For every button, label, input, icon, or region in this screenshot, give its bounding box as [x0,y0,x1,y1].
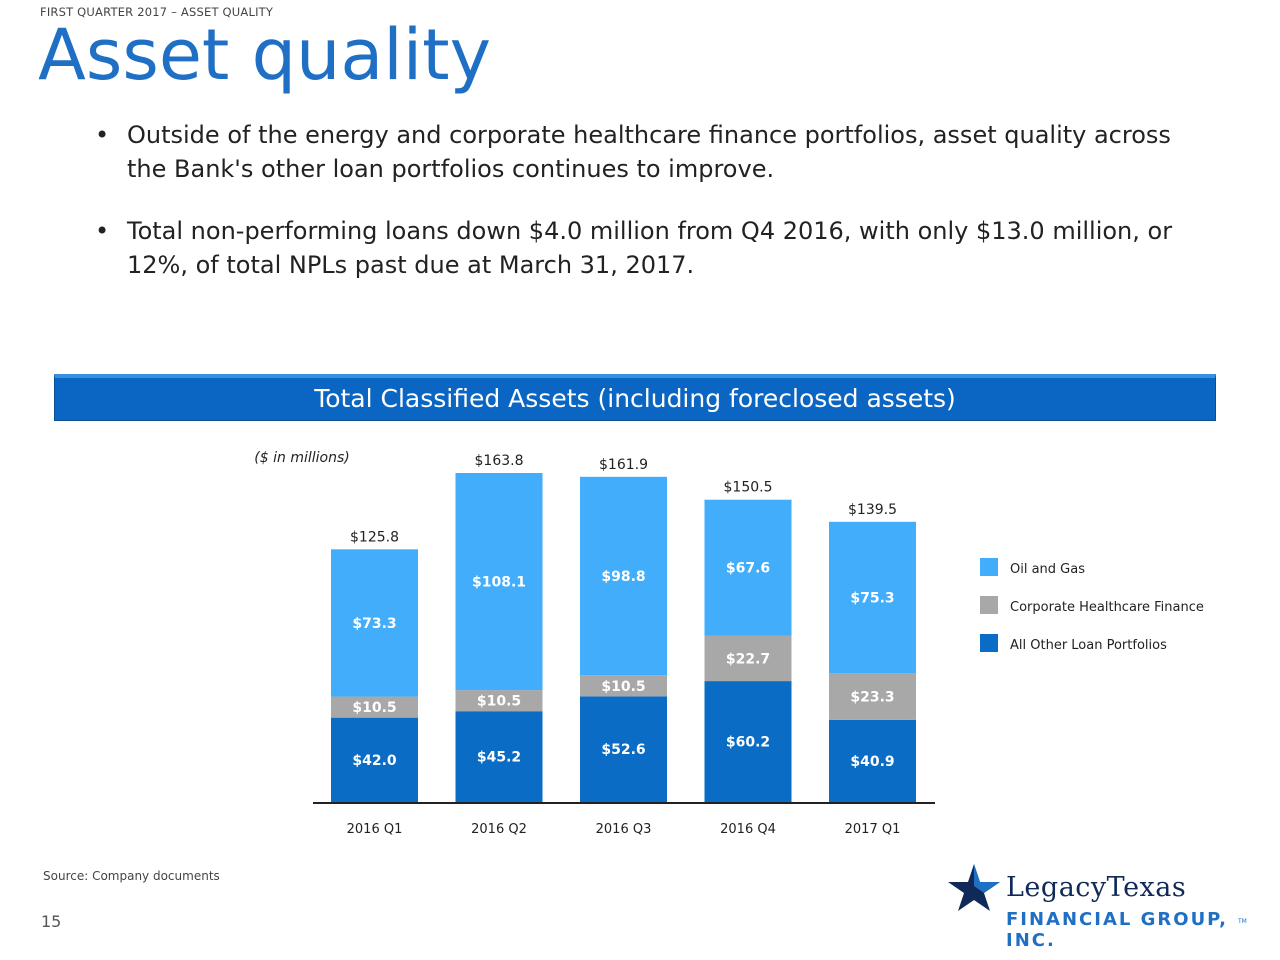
bar-segment [580,696,667,802]
logo-wordmark: LegacyTexas [1006,872,1187,903]
bar-segment-label: $67.6 [726,561,770,577]
bullet-text: Total non-performing loans down $4.0 mil… [127,217,1173,279]
x-tick-label: 2016 Q2 [471,822,527,837]
bar-segment [331,549,418,697]
legend-swatch [980,558,998,576]
chart-banner: Total Classified Assets (including forec… [54,374,1216,421]
star-icon [948,864,1000,911]
bullet-dot-icon: • [95,217,110,245]
legend-label: Oil and Gas [1010,562,1085,577]
bar-segment [704,499,792,636]
bar-segment-label: $108.1 [472,575,526,591]
bar-segment [580,675,667,697]
bar-segment-label: $73.3 [352,616,396,632]
logo-trademark: TM [1238,918,1247,925]
legend-label: All Other Loan Portfolios [1010,638,1167,653]
legend-swatch [980,634,998,652]
bar-segment-label: $10.5 [352,700,396,716]
company-logo: LegacyTexas FINANCIAL GROUP, INC. TM [946,862,1247,951]
bar-segment-label: $10.5 [601,679,645,695]
bar-segment-label: $10.5 [477,694,521,710]
bar-segment [704,681,792,802]
bar-segment [580,476,667,676]
stacked-bar-chart: ($ in millions) $42.0 $10.5 $73.3 $125.8 2016… [254,450,1204,837]
bar-total-label: $161.9 [599,457,648,473]
bar-segment [455,711,543,802]
bar-segment-label: $60.2 [726,735,770,751]
bar-segment-label: $98.8 [601,569,645,585]
legend-swatch [980,596,998,614]
bar-segment [829,673,916,720]
bar-total-label: $125.8 [350,529,399,545]
bar-segment-label: $23.3 [850,689,894,705]
slide-title: Asset quality [38,14,492,96]
bullet-list: • Outside of the energy and corporate hea… [95,118,1215,310]
legend-label: Corporate Healthcare Finance [1010,600,1204,615]
bar-segment-label: $75.3 [850,590,894,606]
bar-segment-label: $45.2 [477,750,521,766]
bar-segment [455,690,543,712]
x-tick-label: 2017 Q1 [845,822,901,837]
bar-segment [331,717,418,802]
bullet-text: Outside of the energy and corporate heal… [127,121,1171,183]
bar-segment-label: $22.7 [726,651,770,667]
logo-subtitle: FINANCIAL GROUP, INC. [1006,909,1228,951]
page-number: 15 [41,912,62,931]
bar-segment [829,719,916,802]
source-note: Source: Company documents [43,869,220,883]
x-tick-label: 2016 Q1 [347,822,403,837]
bar-segment-label: $40.9 [850,754,894,770]
bar-segment-label: $52.6 [601,742,645,758]
bullet-dot-icon: • [95,121,110,149]
bar-segment [455,473,543,691]
bar-segment [331,696,418,718]
units-note: ($ in millions) [254,450,349,466]
bar-total-label: $139.5 [848,502,897,518]
bar-segment [704,635,792,682]
bar-segment-label: $42.0 [352,753,397,769]
bar-segment [829,521,916,674]
bullet-item: • Outside of the energy and corporate hea… [95,118,1215,186]
x-tick-label: 2016 Q4 [720,822,776,837]
x-tick-label: 2016 Q3 [596,822,652,837]
bar-total-label: $163.8 [475,453,524,469]
bar-total-label: $150.5 [724,480,773,496]
bullet-item: • Total non-performing loans down $4.0 mi… [95,214,1215,282]
slide-eyebrow: FIRST QUARTER 2017 – ASSET QUALITY [40,5,274,19]
